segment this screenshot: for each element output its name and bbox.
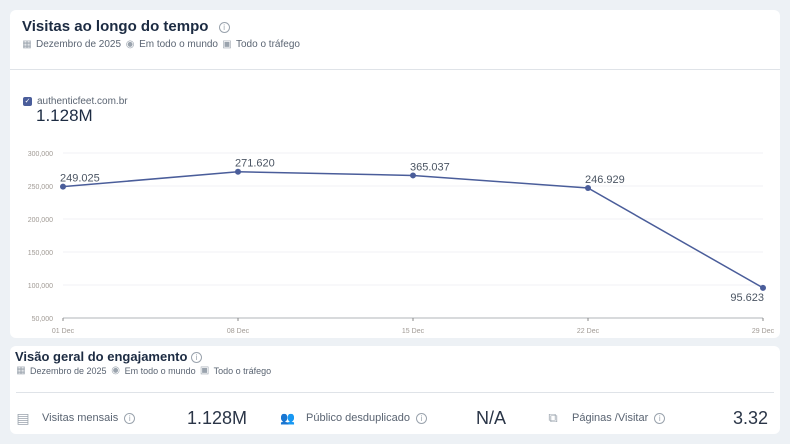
data-point bbox=[585, 185, 591, 192]
x-tick-label: 22 Dec bbox=[577, 328, 600, 335]
divider bbox=[10, 69, 780, 70]
traffic: Todo o tráfego bbox=[213, 366, 272, 376]
metric-value: 1.128M bbox=[187, 408, 248, 428]
metric-label: Público desduplicado bbox=[306, 412, 410, 424]
metric-value: N/A bbox=[476, 408, 507, 428]
calendar-icon: ▦ bbox=[16, 365, 26, 376]
region: Em todo o mundo bbox=[139, 39, 218, 50]
engagement-overview-card: Visão geral do engajamento i ▦ Dezembro d… bbox=[10, 346, 780, 434]
x-tick-label: 08 Dec bbox=[227, 328, 250, 335]
data-point bbox=[760, 284, 766, 291]
x-tick-label: 01 Dec bbox=[52, 328, 75, 335]
period: Dezembro de 2025 bbox=[36, 39, 122, 50]
metric-value: 3.32 bbox=[732, 408, 768, 428]
globe-icon: ◉ bbox=[125, 38, 135, 50]
devices-icon: ▣ bbox=[222, 38, 232, 50]
y-tick-label: 200,000 bbox=[28, 217, 53, 224]
region: Em todo o mundo bbox=[124, 366, 196, 376]
x-tick-label: 15 Dec bbox=[402, 328, 425, 335]
legend-site: authenticfeet.com.br bbox=[37, 96, 128, 107]
data-point bbox=[60, 183, 66, 190]
period: Dezembro de 2025 bbox=[30, 366, 107, 376]
globe-icon: ◉ bbox=[111, 365, 120, 376]
data-label: 365.037 bbox=[410, 161, 450, 173]
visits-line-chart: 50,000 100,000 150,000 200,000 250,000 300,00… bbox=[28, 151, 775, 335]
visits-over-time-card: Visitas ao longo do tempo i ▦ Dezembro de… bbox=[10, 10, 780, 338]
data-label: 246.929 bbox=[585, 174, 625, 186]
devices-icon: ▣ bbox=[199, 365, 210, 376]
x-tick-label: 29 Dec bbox=[752, 328, 775, 335]
pages-icon: ⧉ bbox=[548, 410, 558, 425]
y-tick-label: 250,000 bbox=[28, 184, 53, 191]
data-label: 95.623 bbox=[730, 292, 764, 304]
y-tick-label: 300,000 bbox=[28, 151, 53, 158]
info-icon[interactable]: i bbox=[415, 412, 427, 424]
data-point bbox=[235, 168, 241, 175]
card-title: Visão geral do engajamento bbox=[15, 349, 188, 364]
metric-label: Visitas mensais bbox=[42, 412, 119, 424]
total-visits: 1.128M bbox=[36, 106, 93, 125]
calendar-icon: ▦ bbox=[22, 38, 32, 50]
metric-label: Páginas /Visitar bbox=[572, 412, 649, 424]
y-tick-label: 50,000 bbox=[32, 316, 54, 323]
card-title: Visitas ao longo do tempo bbox=[22, 18, 209, 35]
y-tick-label: 150,000 bbox=[28, 250, 53, 257]
data-label: 271.620 bbox=[235, 158, 275, 170]
legend-checkbox[interactable]: ✓ bbox=[23, 97, 32, 106]
info-icon[interactable]: i bbox=[654, 412, 666, 424]
info-icon[interactable]: i bbox=[191, 352, 203, 364]
y-tick-label: 100,000 bbox=[28, 283, 53, 290]
data-point bbox=[410, 172, 416, 179]
info-icon[interactable]: i bbox=[218, 21, 230, 33]
users-icon: 👥 bbox=[280, 411, 295, 425]
series-line bbox=[62, 170, 764, 289]
divider bbox=[16, 392, 774, 393]
calendar-icon: ▤ bbox=[16, 410, 30, 426]
traffic: Todo o tráfego bbox=[236, 39, 300, 50]
info-icon[interactable]: i bbox=[124, 412, 136, 424]
data-label: 249.025 bbox=[60, 173, 100, 185]
